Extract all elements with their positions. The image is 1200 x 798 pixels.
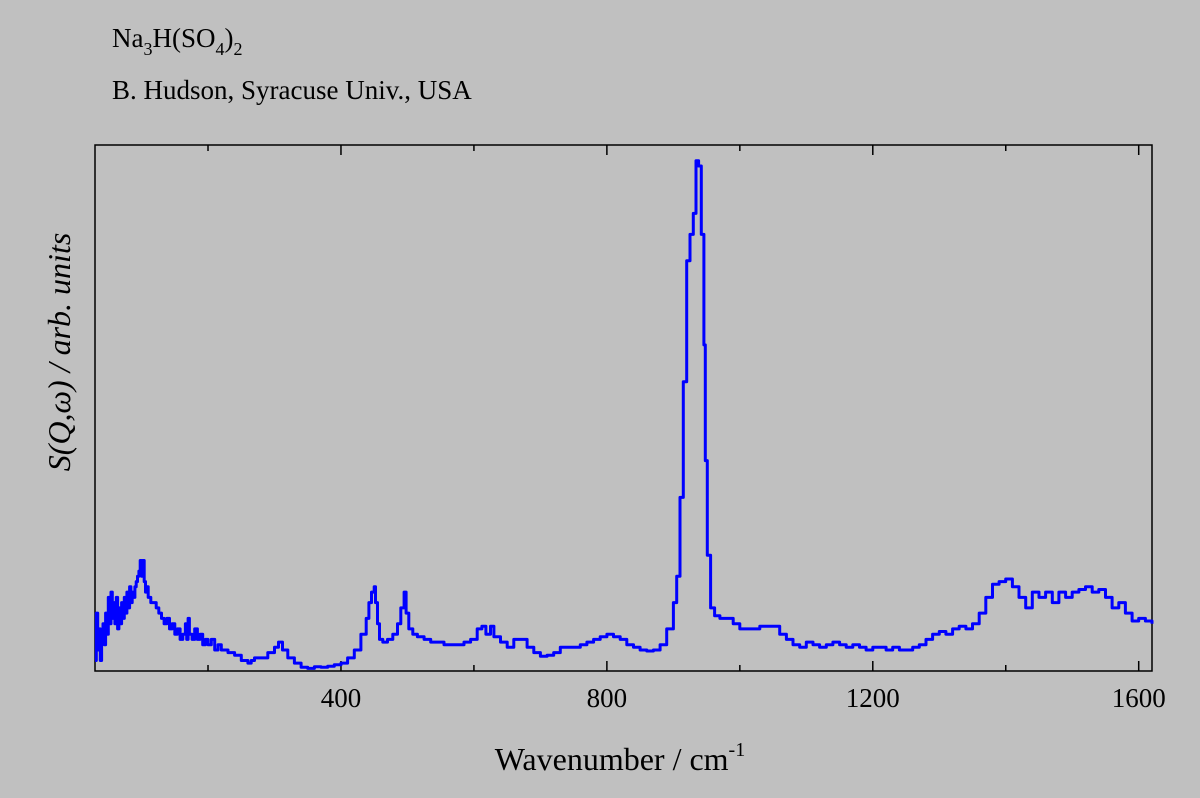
spectrum-series-line <box>94 159 1154 670</box>
author-credit: B. Hudson, Syracuse Univ., USA <box>112 75 472 105</box>
x-tick-label: 400 <box>321 683 362 713</box>
x-axis-ticks <box>207 145 1140 671</box>
plot-frame <box>94 144 1153 672</box>
x-tick-label: 1200 <box>846 683 900 713</box>
formula-subscript: 3 <box>143 39 153 59</box>
y-axis-label: S(Q,ω) / arb. units <box>41 233 77 472</box>
formula-subscript: 4 <box>215 39 225 59</box>
formula-text: ) <box>224 23 234 53</box>
x-axis-label-superscript: -1 <box>729 739 746 761</box>
formula-text: Na <box>112 23 144 53</box>
x-axis-label-text: Wavenumber / cm <box>495 741 729 777</box>
formula-subscript: 2 <box>233 39 243 59</box>
x-tick-label: 1600 <box>1112 683 1166 713</box>
x-axis-tick-labels: 400 800 1200 1600 <box>321 683 1166 713</box>
x-tick-label: 800 <box>587 683 628 713</box>
compound-formula: Na3H(SO4)2 <box>112 22 243 59</box>
formula-text: H(SO <box>152 23 216 53</box>
x-axis-label: Wavenumber / cm-1 <box>495 739 745 777</box>
